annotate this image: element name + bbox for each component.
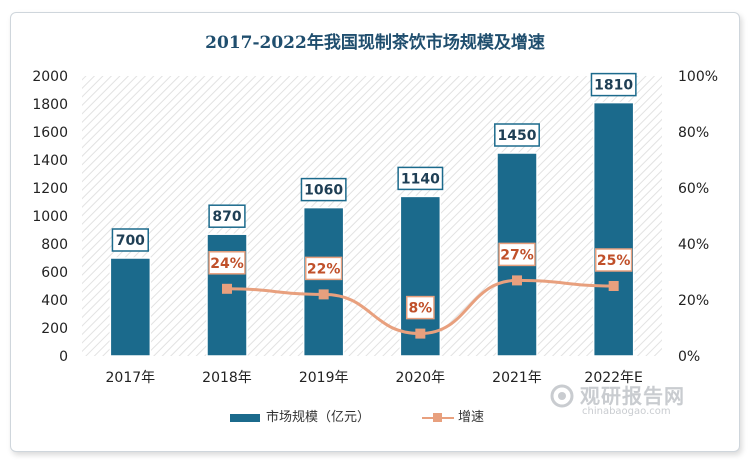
legend-item-growth: 增速: [422, 406, 484, 425]
y-left-tick-label: 800: [41, 237, 68, 253]
bar-data-label-text: 1060: [304, 183, 343, 199]
bar-data-label-box: [494, 123, 540, 147]
growth-marker: [512, 275, 522, 286]
bar-data-label-text: 870: [212, 209, 241, 225]
growth-data-label: 22%: [305, 256, 343, 281]
growth-data-label-box: [595, 248, 633, 272]
bar-data-label-box: [397, 166, 444, 191]
bar-data-label-box: [111, 228, 149, 252]
y-left-tick-label: 400: [41, 293, 68, 309]
watermark-cn-text: 观研报告网: [580, 384, 685, 408]
growth-data-label-box: [498, 242, 536, 267]
growth-marker: [222, 283, 232, 294]
bar-data-label: 1810: [590, 72, 637, 97]
y-right-tick-label: 80%: [678, 125, 709, 141]
bar-data-label-box: [208, 204, 246, 228]
growth-marker: [415, 328, 426, 339]
bar-data-label-text: 1450: [498, 128, 537, 144]
x-category-label: 2017年: [106, 370, 156, 386]
bar: [109, 257, 152, 357]
bar-data-label: 1140: [397, 166, 444, 191]
bar-data-label-text: 700: [116, 233, 145, 249]
legend: 市场规模（亿元） 增速: [230, 404, 530, 426]
y-left-tick-label: 2000: [32, 69, 68, 85]
y-left-tick-label: 200: [41, 321, 68, 337]
x-category-label: 2018年: [202, 370, 252, 386]
plot-area: [82, 76, 662, 356]
y-left-tick-label: 600: [41, 265, 68, 281]
growth-data-label: 27%: [498, 242, 536, 267]
x-category-label: 2020年: [396, 370, 446, 386]
legend-bar-swatch: [230, 413, 260, 422]
y-left-tick-label: 0: [59, 349, 68, 365]
x-category-label: 2019年: [299, 370, 349, 386]
watermark: 观研报告网 chinabaogao.com: [548, 380, 738, 424]
legend-line-swatch: [422, 412, 454, 424]
y-right-tick-label: 60%: [678, 181, 709, 197]
y-right-tick-label: 100%: [678, 69, 718, 85]
growth-marker: [318, 289, 329, 300]
y-left-tick-label: 1800: [32, 97, 68, 113]
legend-label-market-size: 市场规模（亿元）: [266, 410, 371, 425]
y-left-tick-label: 1200: [32, 181, 68, 197]
y-right-tick-label: 40%: [678, 237, 709, 253]
bar-data-label-text: 1810: [594, 78, 633, 94]
bar-data-label: 1060: [300, 177, 347, 202]
growth-data-label-box: [208, 251, 246, 275]
bar-data-label-box: [300, 177, 347, 202]
y-left-tick-label: 1000: [32, 209, 68, 225]
bar-data-label: 1450: [494, 123, 540, 147]
legend-label-growth: 增速: [458, 410, 485, 425]
x-category-label: 2022年E: [584, 370, 642, 386]
y-right-tick-label: 0%: [678, 349, 700, 365]
growth-data-label: 24%: [208, 251, 246, 275]
growth-marker: [608, 281, 619, 291]
growth-data-label-text: 8%: [408, 301, 432, 317]
growth-data-label-text: 24%: [210, 256, 244, 272]
growth-data-label-text: 25%: [597, 253, 631, 269]
bar-data-label: 870: [208, 204, 246, 228]
chinabaogao-logo-icon: [550, 384, 574, 408]
bar-data-label-text: 1140: [401, 171, 440, 187]
bar: [592, 101, 635, 357]
growth-data-label: 8%: [405, 295, 435, 320]
growth-data-label: 25%: [595, 248, 633, 272]
growth-data-label-box: [305, 256, 343, 281]
x-category-label: 2021年: [492, 370, 542, 386]
y-left-tick-label: 1400: [32, 153, 68, 169]
bar: [302, 206, 345, 357]
growth-data-label-box: [405, 295, 435, 320]
chart-title: 2017-2022年我国现制茶饮市场规模及增速: [205, 33, 545, 53]
bar-data-label: 700: [111, 228, 149, 252]
y-left-tick-label: 1600: [32, 125, 68, 141]
y-right-tick-label: 20%: [678, 293, 709, 309]
growth-data-label-text: 22%: [307, 261, 341, 277]
growth-data-label-text: 27%: [500, 247, 534, 263]
watermark-en-text: chinabaogao.com: [582, 406, 671, 417]
bar-data-label-box: [590, 72, 637, 97]
legend-item-market-size: 市场规模（亿元）: [230, 406, 370, 425]
